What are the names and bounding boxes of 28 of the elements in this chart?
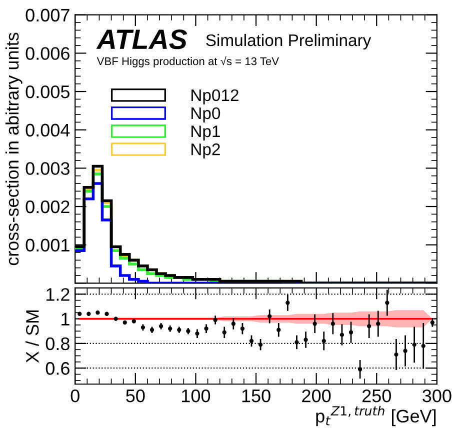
y-tick-label: 0.004 [26, 124, 70, 137]
x-tick-label: 0 [70, 389, 80, 402]
x-tick-label: 100 [182, 389, 210, 402]
y-tick-label: 0.007 [26, 8, 70, 22]
x-tick-label: 200 [302, 389, 331, 402]
y-tick-label: 0.002 [26, 200, 70, 214]
y-tick-label: 0.6 [46, 362, 70, 375]
legend-label: Np0 [192, 107, 220, 122]
x-tick-label: 250 [362, 389, 391, 402]
y-tick-label: 0.005 [26, 85, 70, 98]
y-tick-label: 0.001 [26, 238, 70, 252]
x-tick-label: 150 [242, 389, 270, 402]
annotation: Simulation Preliminary [206, 34, 372, 50]
annotation: VBF Higgs production at √s = 13 TeV [96, 56, 279, 68]
legend-label: Np1 [192, 126, 220, 140]
y-tick-label: 1.2 [46, 288, 70, 301]
y-axis-title: cross-section in abitrary units [5, 32, 22, 266]
legend-label: Np2 [192, 143, 220, 159]
y-tick-label: 1 [62, 312, 70, 326]
annotation: ATLAS [96, 29, 188, 50]
x-tick-label: 300 [422, 389, 452, 402]
y-axis-title: X / SM [26, 310, 39, 363]
x-axis-title: p$_{t}$$^{Z1,truth}$ [GeV] [316, 406, 436, 426]
y-tick-label: 0.8 [46, 337, 70, 350]
x-tick-label: 50 [126, 389, 145, 402]
y-tick-label: 0.006 [26, 47, 70, 60]
legend-label: Np012 [192, 89, 238, 104]
y-tick-label: 0.003 [26, 162, 70, 175]
